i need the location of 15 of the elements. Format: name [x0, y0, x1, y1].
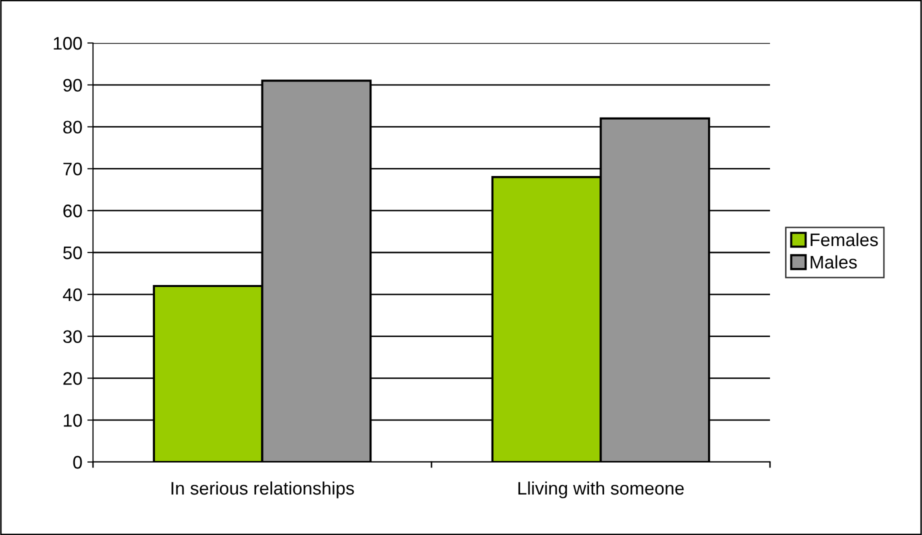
legend-label: Females [810, 232, 878, 246]
x-tick-label: In serious relationships [172, 481, 354, 498]
y-tick-label: 70 [63, 162, 82, 176]
y-tick-label: 100 [54, 36, 82, 50]
y-tick-label: 30 [63, 330, 82, 344]
y-tick-label: 90 [63, 78, 82, 92]
y-tick-label: 50 [63, 246, 82, 260]
y-tick-label: 0 [73, 456, 82, 469]
y-tick-label: 60 [63, 204, 82, 218]
y-tick-label: 80 [63, 120, 82, 134]
x-tick-label: Lliving with someone [518, 481, 684, 498]
y-tick-label: 10 [64, 414, 82, 427]
legend-label: Males [810, 255, 857, 269]
y-tick-label: 20 [63, 372, 82, 385]
y-tick-label: 40 [62, 288, 82, 302]
